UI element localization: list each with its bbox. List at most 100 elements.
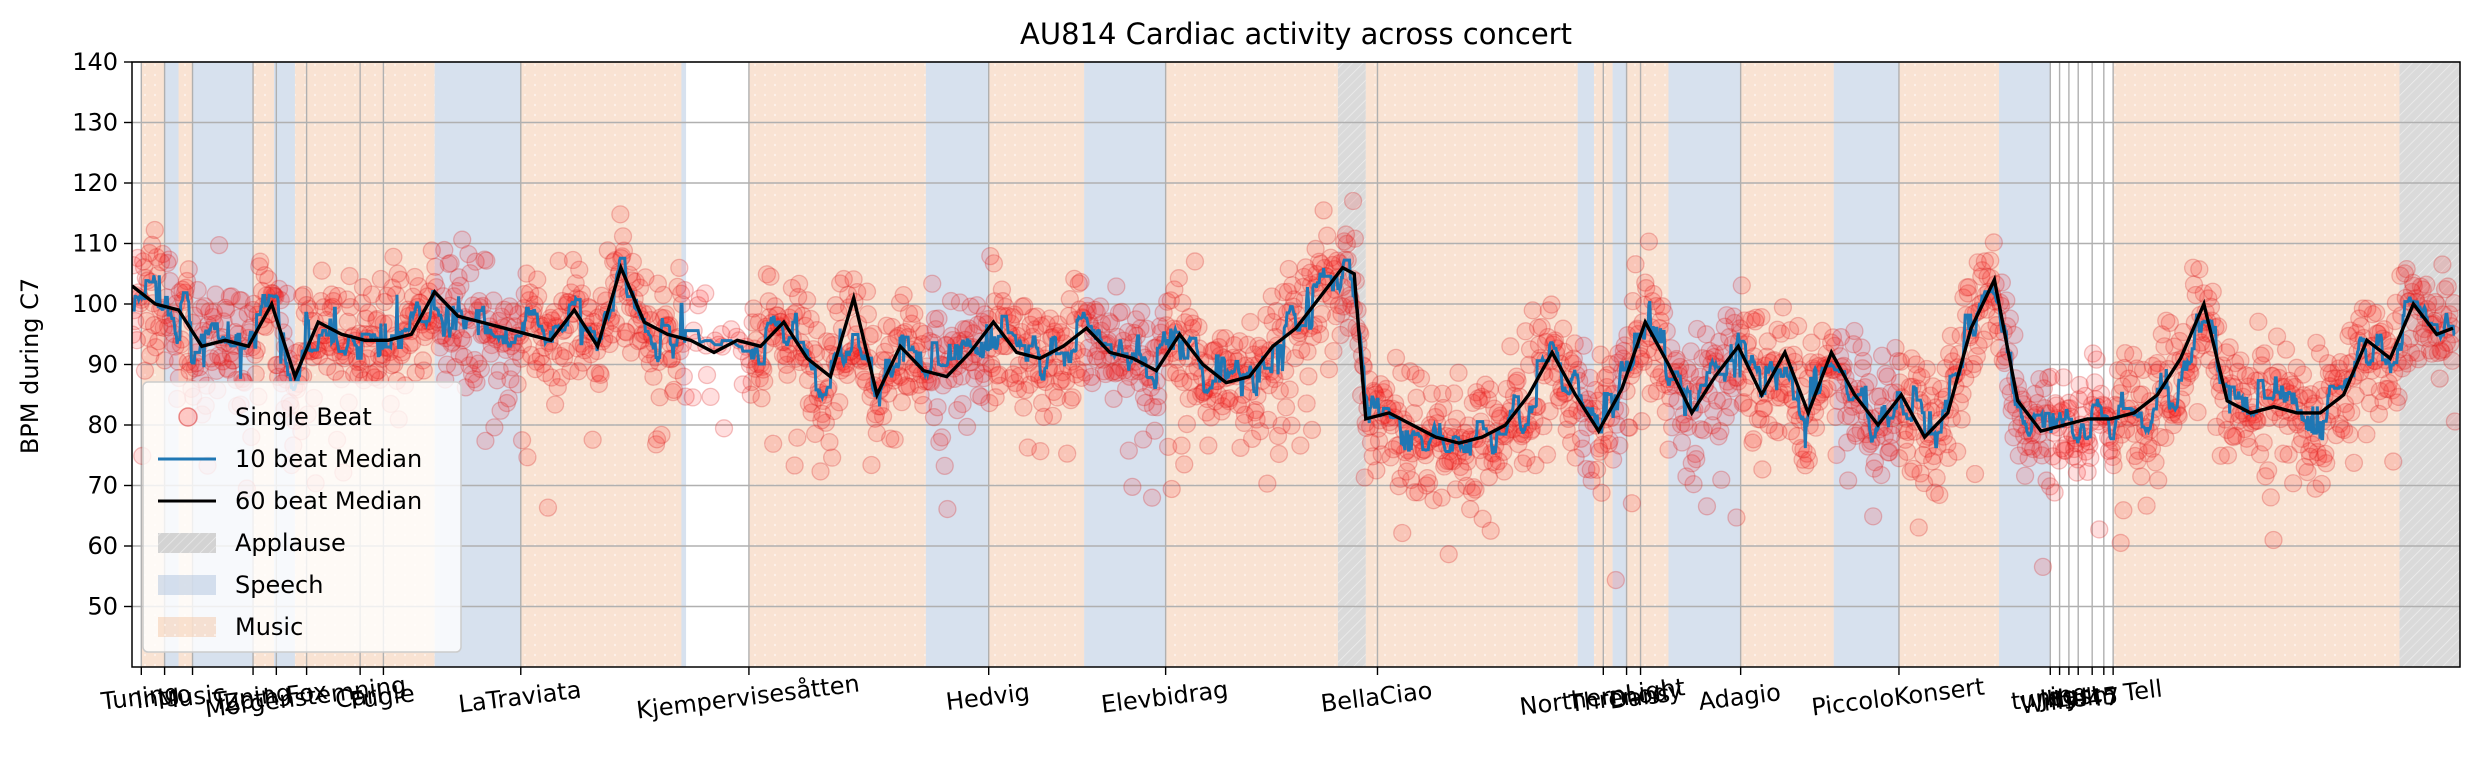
single-beat-point: [430, 338, 449, 357]
single-beat-point: [663, 382, 683, 402]
single-beat-point: [484, 291, 503, 310]
single-beat-point: [384, 247, 403, 267]
single-beat-point: [2417, 275, 2436, 294]
single-beat-point: [1573, 439, 1592, 458]
single-beat-point: [664, 380, 684, 400]
single-beat-point: [581, 345, 601, 364]
single-beat-point: [338, 312, 357, 331]
single-beat-point: [1280, 380, 1299, 399]
single-beat-point: [451, 276, 470, 295]
single-beat-point: [159, 250, 179, 269]
single-beat-point: [293, 287, 312, 306]
single-beat-point: [462, 364, 482, 384]
single-beat-point: [1149, 386, 1168, 406]
single-beat-point: [192, 298, 211, 318]
single-beat-point: [146, 338, 165, 357]
y-tick-label: 130: [72, 109, 118, 137]
single-beat-point: [353, 278, 373, 297]
single-beat-point: [134, 258, 154, 277]
single-beat-point: [269, 279, 289, 299]
single-beat-point: [371, 269, 391, 289]
single-beat-point: [1279, 259, 1298, 279]
single-beat-point: [531, 347, 550, 366]
single-beat-point: [435, 240, 454, 260]
single-beat-point: [142, 235, 162, 255]
single-beat-point: [1439, 545, 1458, 564]
single-beat-point: [139, 328, 158, 348]
single-beat-point: [630, 278, 650, 297]
single-beat-point: [811, 462, 830, 481]
single-beat-point: [654, 285, 673, 305]
single-beat-point: [1965, 464, 1985, 484]
single-beat-point: [1189, 317, 1208, 337]
legend-music-label: Music: [235, 613, 303, 641]
single-beat-point: [1687, 450, 1706, 469]
y-tick-label: 90: [87, 351, 118, 379]
single-beat-point: [213, 352, 232, 371]
single-beat-point: [512, 349, 531, 368]
single-beat-point: [670, 258, 689, 278]
legend-applause-label: Applause: [235, 529, 346, 557]
single-beat-point: [2137, 496, 2156, 515]
single-beat-point: [2111, 533, 2130, 553]
single-beat-point: [586, 364, 605, 383]
single-beat-point: [406, 363, 425, 382]
single-beat-point: [2342, 403, 2361, 422]
single-beat-point: [1592, 483, 1611, 502]
single-beat-point: [1276, 398, 1296, 417]
single-beat-point: [1314, 201, 1333, 220]
single-beat-point: [1501, 337, 1520, 356]
single-beat-point: [2254, 433, 2273, 452]
single-beat-point: [1172, 436, 1191, 455]
y-tick-label: 120: [72, 169, 118, 197]
single-beat-point: [650, 388, 669, 407]
single-beat-point: [413, 351, 433, 370]
single-beat-point: [2293, 365, 2313, 384]
single-beat-point: [464, 370, 483, 389]
single-beat-point: [414, 361, 433, 380]
single-beat-point: [1697, 497, 1717, 516]
single-beat-point: [1948, 442, 1967, 461]
single-beat-point: [229, 308, 248, 328]
single-beat-point: [521, 345, 541, 365]
single-beat-point: [615, 329, 634, 348]
single-beat-point: [640, 354, 659, 373]
single-beat-point: [797, 291, 817, 310]
single-beat-point: [675, 280, 694, 300]
single-beat-point: [2132, 467, 2151, 486]
single-beat-point: [206, 285, 225, 304]
single-beat-point: [1480, 380, 1499, 399]
single-beat-point: [527, 352, 546, 371]
single-beat-point: [789, 274, 809, 294]
single-beat-point: [230, 290, 249, 310]
single-beat-point: [1481, 521, 1500, 540]
single-beat-point: [132, 256, 143, 275]
x-tick-label: BellaCiao: [1319, 676, 1434, 717]
single-beat-point: [2188, 402, 2207, 422]
single-beat-point: [820, 432, 839, 452]
single-beat-point: [2218, 446, 2238, 465]
single-beat-point: [690, 289, 710, 308]
y-tick-label: 110: [72, 230, 118, 258]
single-beat-point: [454, 347, 474, 367]
single-beat-point: [603, 325, 622, 344]
single-beat-point: [1917, 359, 1936, 379]
single-beat-point: [621, 343, 641, 362]
single-beat-point: [1031, 442, 1050, 461]
single-beat-point: [277, 284, 297, 303]
single-beat-point: [405, 267, 424, 287]
single-beat-point: [1123, 477, 1142, 497]
single-beat-point: [145, 220, 164, 240]
single-beat-point: [2344, 453, 2364, 473]
single-beat-point: [623, 252, 643, 272]
single-beat-point: [437, 355, 457, 374]
single-beat-point: [368, 309, 387, 329]
single-beat-point: [503, 302, 523, 321]
single-beat-point: [611, 205, 630, 224]
single-beat-point: [222, 287, 241, 306]
single-beat-point: [1927, 468, 1946, 487]
single-beat-point: [752, 389, 771, 408]
single-beat-point: [1043, 406, 1062, 426]
single-beat-point: [2015, 466, 2035, 485]
single-beat-point: [1319, 360, 1339, 379]
